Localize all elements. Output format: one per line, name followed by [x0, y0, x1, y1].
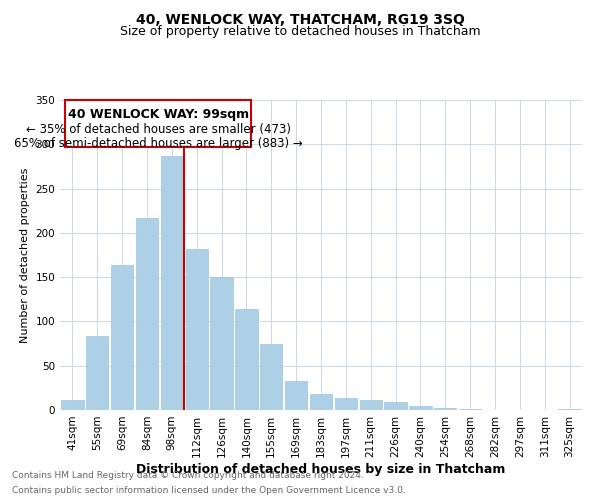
Text: ← 35% of detached houses are smaller (473): ← 35% of detached houses are smaller (47… — [26, 124, 290, 136]
Bar — [459, 409, 481, 410]
Bar — [86, 336, 109, 410]
Bar — [335, 398, 357, 410]
Y-axis label: Number of detached properties: Number of detached properties — [20, 168, 30, 342]
Bar — [111, 264, 133, 410]
Bar — [385, 402, 407, 410]
Bar — [559, 409, 581, 410]
Text: Contains public sector information licensed under the Open Government Licence v3: Contains public sector information licen… — [12, 486, 406, 495]
Bar — [260, 344, 283, 410]
Bar — [235, 309, 257, 410]
Bar — [136, 218, 158, 410]
Bar — [434, 408, 457, 410]
Bar — [409, 406, 431, 410]
Bar — [285, 381, 307, 410]
Bar — [185, 249, 208, 410]
Bar — [359, 400, 382, 410]
Text: 40, WENLOCK WAY, THATCHAM, RG19 3SQ: 40, WENLOCK WAY, THATCHAM, RG19 3SQ — [136, 12, 464, 26]
Text: Size of property relative to detached houses in Thatcham: Size of property relative to detached ho… — [119, 25, 481, 38]
FancyBboxPatch shape — [65, 100, 251, 147]
Text: 65% of semi-detached houses are larger (883) →: 65% of semi-detached houses are larger (… — [14, 136, 302, 149]
Text: Contains HM Land Registry data © Crown copyright and database right 2024.: Contains HM Land Registry data © Crown c… — [12, 471, 364, 480]
Bar — [211, 277, 233, 410]
Text: 40 WENLOCK WAY: 99sqm: 40 WENLOCK WAY: 99sqm — [68, 108, 249, 122]
Bar — [310, 394, 332, 410]
Bar — [161, 156, 183, 410]
Bar — [61, 400, 83, 410]
X-axis label: Distribution of detached houses by size in Thatcham: Distribution of detached houses by size … — [136, 462, 506, 475]
